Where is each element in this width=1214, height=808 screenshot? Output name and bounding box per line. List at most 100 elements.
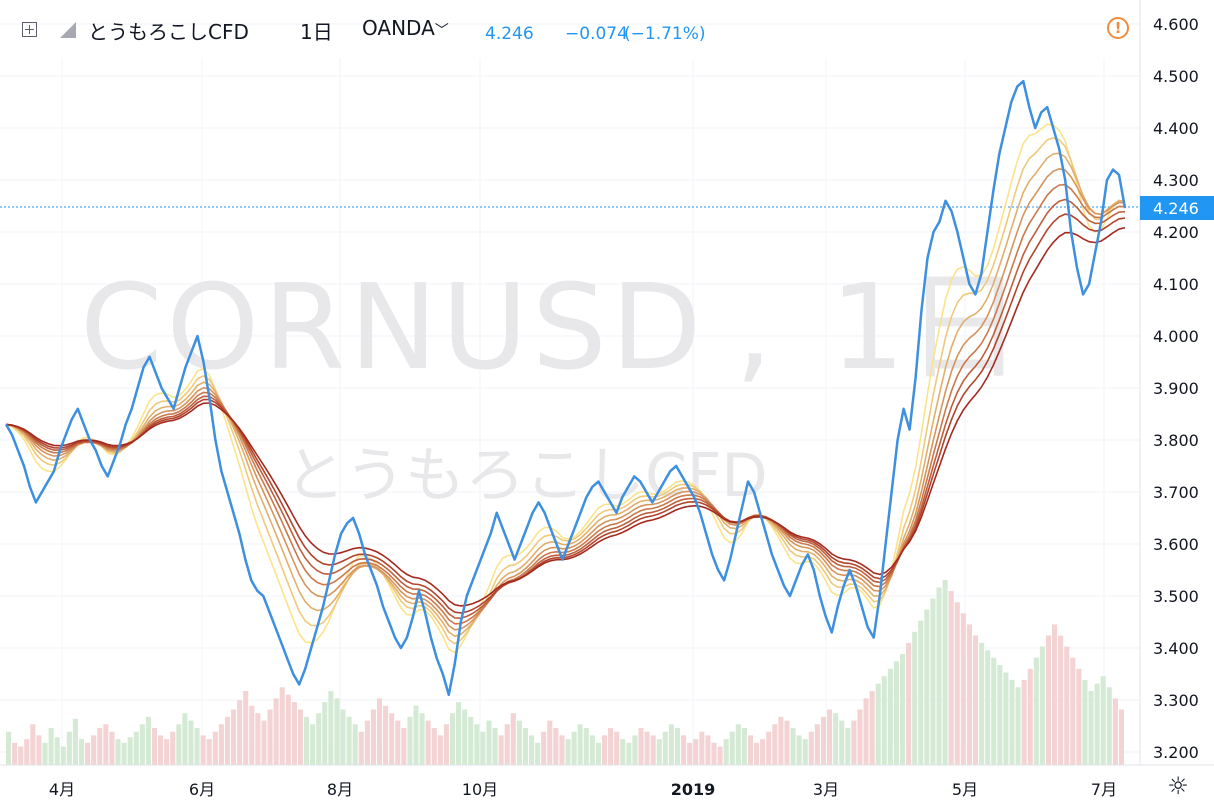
volume-bar	[413, 705, 419, 765]
volume-bar	[419, 713, 425, 765]
volume-bar	[614, 731, 620, 765]
y-tick-label: 3.500	[1153, 587, 1199, 606]
volume-bar	[863, 698, 869, 765]
volume-bar	[188, 720, 194, 765]
ma-line	[5, 167, 1126, 631]
gear-icon[interactable]: ☼	[1167, 772, 1189, 800]
volume-bar	[1100, 676, 1106, 765]
volume-bar	[1064, 646, 1070, 765]
volume-bar	[12, 742, 18, 765]
volume-bar	[541, 731, 547, 765]
volume-bar	[164, 739, 170, 765]
volume-bar	[839, 720, 845, 765]
volume-bar	[972, 635, 979, 765]
volume-bar	[522, 728, 529, 765]
volume-bar	[966, 624, 972, 765]
volume-bar	[924, 609, 930, 765]
volume-bar	[948, 591, 954, 765]
volume-bar	[687, 742, 693, 765]
volume-bar	[899, 654, 906, 765]
volume-bar	[802, 739, 808, 765]
price-axis[interactable]: 4.600 4.500 4.400 4.300 4.200 4.100 4.000 3.900…	[1153, 15, 1199, 762]
volume-bar	[322, 702, 328, 765]
flag-icon[interactable]	[60, 22, 76, 38]
volume-bar	[845, 728, 851, 765]
volume-bar	[674, 728, 681, 765]
y-tick-label: 4.600	[1153, 15, 1199, 34]
volume-bar	[462, 709, 468, 765]
volume-bar	[224, 716, 231, 765]
volume-bar	[553, 728, 559, 765]
time-axis[interactable]: 4月 6月 8月 10月 2019 3月 5月 7月	[49, 780, 1117, 799]
volume-bar	[595, 742, 601, 765]
volume-bar	[279, 687, 285, 765]
volume-bar	[820, 716, 827, 765]
volume-bar	[158, 735, 164, 765]
y-tick-label: 3.900	[1153, 379, 1199, 398]
volume-bar	[1052, 624, 1058, 765]
volume-bar	[474, 724, 480, 765]
volume-bar	[492, 728, 498, 765]
volume-bar	[176, 724, 182, 765]
volume-bar	[78, 739, 85, 765]
volume-bar	[516, 720, 522, 765]
volume-bar	[231, 709, 237, 765]
volume-bar	[200, 735, 206, 765]
volume-bar	[1015, 687, 1021, 765]
volume-bar	[145, 716, 151, 765]
x-tick-label: 7月	[1091, 780, 1117, 799]
volume-bar	[352, 724, 358, 765]
y-tick-label: 4.500	[1153, 67, 1199, 86]
volume-bar	[632, 735, 638, 765]
volume-bar	[626, 742, 632, 765]
volume-bar	[778, 716, 784, 765]
volume-bar	[808, 731, 814, 765]
volume-bar	[273, 698, 279, 765]
volume-bar	[772, 724, 778, 765]
volume-bar	[893, 661, 899, 765]
volume-bar	[881, 676, 887, 765]
chevron-down-icon: ﹀	[434, 23, 449, 39]
symbol-name[interactable]: とうもろこしCFD	[88, 20, 249, 44]
volume-bar	[267, 709, 273, 765]
volume-bar	[1058, 635, 1064, 765]
volume-bar	[571, 731, 577, 765]
volume-bar	[425, 720, 431, 765]
volume-bar	[729, 731, 735, 765]
exchange-label[interactable]: OANDA﹀	[362, 16, 449, 40]
volume-bar	[316, 713, 322, 765]
volume-bar	[389, 713, 395, 765]
warning-icon[interactable]: !	[1107, 17, 1129, 39]
interval-label[interactable]: 1日	[300, 20, 333, 44]
y-tick-label: 3.600	[1153, 535, 1199, 554]
volume-bar	[42, 742, 48, 765]
volume-bar	[218, 724, 224, 765]
plus-box-icon[interactable]	[22, 22, 37, 37]
y-tick-label: 4.300	[1153, 171, 1199, 190]
volume-bar	[1021, 679, 1027, 765]
volume-bar	[644, 731, 650, 765]
volume-bar	[1106, 687, 1112, 765]
volume-bar	[1076, 668, 1082, 765]
volume-bar	[565, 739, 571, 765]
volume-bar	[18, 746, 24, 765]
volume-bar	[468, 716, 474, 765]
volume-bar	[6, 731, 12, 765]
volume-bar	[72, 718, 78, 765]
volume-bar	[681, 735, 687, 765]
volume-bar	[364, 720, 370, 765]
volume-bar	[103, 724, 109, 765]
volume-bar	[370, 709, 376, 765]
volume-bar	[504, 724, 510, 765]
volume-bar	[334, 698, 340, 765]
volume-bar	[285, 694, 291, 765]
volume-bar	[887, 668, 893, 765]
volume-bar	[340, 709, 346, 765]
volume-bar	[1070, 657, 1076, 765]
volume-bar	[711, 742, 717, 765]
volume-bar	[620, 739, 626, 765]
volume-bar	[510, 713, 516, 765]
y-tick-label: 4.200	[1153, 223, 1199, 242]
volume-bar	[529, 735, 535, 765]
